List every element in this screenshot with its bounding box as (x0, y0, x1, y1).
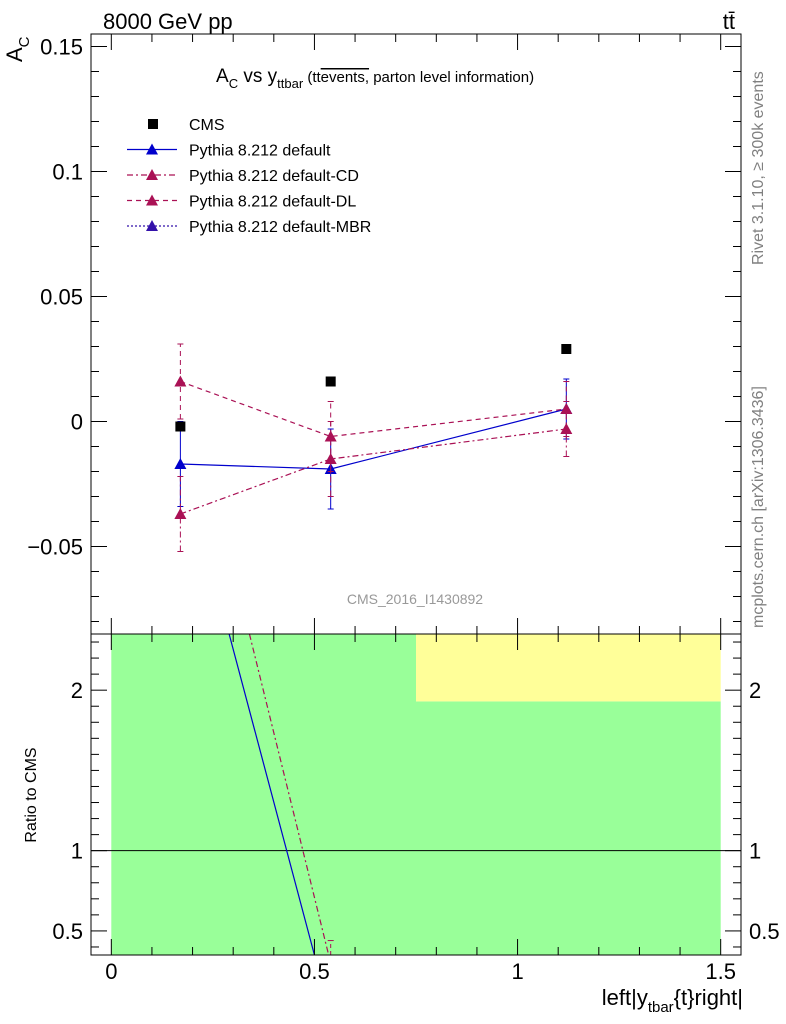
energy-label: 8000 GeV pp (103, 9, 233, 34)
main-y-label-text: A (2, 47, 27, 62)
cms-layer (175, 344, 572, 432)
ratio-x-axis: 0 0.5 1 1.5 (105, 634, 736, 984)
ratio-ytick-label-right: 0.5 (749, 919, 780, 944)
title-paren-open: (tt (303, 69, 321, 86)
legend-marker (146, 194, 158, 206)
series-point (174, 508, 187, 519)
main-y-label-sub: C (16, 36, 33, 47)
legend-item: CMS (148, 117, 225, 134)
legend: CMS Pythia 8.212 default Pythia 8.212 defa… (127, 117, 371, 236)
legend-marker (146, 143, 158, 155)
plot-title: AC vs yttbar (ttevents, parton level inf… (216, 66, 534, 91)
ratio-band (416, 701, 721, 955)
process-label: tt̄ (723, 9, 735, 34)
title-main-sub: C (229, 76, 238, 91)
main-ytick-label: 0 (71, 410, 83, 435)
ratio-xtick-label: 0 (105, 959, 117, 984)
cms-point (561, 344, 572, 354)
main-y-label: AC (2, 36, 33, 62)
legend-label: Pythia 8.212 default (189, 143, 331, 160)
ratio-ytick-label: 0.5 (52, 919, 83, 944)
legend-label: CMS (189, 117, 225, 134)
ratio-band (416, 634, 721, 702)
main-ytick-label: 0.1 (52, 160, 83, 185)
main-x-ticks (110, 34, 722, 634)
main-ytick-label: 0.05 (40, 285, 83, 310)
title-main: A (216, 66, 229, 87)
ratio-ytick-label: 1 (71, 839, 83, 864)
main-ytick-label: −0.05 (27, 535, 83, 560)
x-label-rest: {t}right| (674, 985, 743, 1010)
series-point (174, 458, 187, 469)
series-layer (174, 343, 573, 552)
legend-item: Pythia 8.212 default-CD (127, 168, 359, 185)
ratio-line (228, 633, 316, 956)
title-paren-over: events, (321, 69, 369, 86)
legend-marker (146, 220, 158, 231)
ratio-bands (91, 634, 741, 955)
x-label-text: left|y (602, 985, 648, 1010)
legend-item: Pythia 8.212 default (127, 143, 331, 160)
ratio-xtick-label: 1 (511, 959, 523, 984)
legend-marker (146, 169, 158, 180)
ratio-frame (90, 633, 742, 956)
mcplots-label: mcplots.cern.ch [arXiv:1306.3436] (750, 386, 767, 628)
title-vs: vs y (238, 66, 278, 87)
legend-label: Pythia 8.212 default-DL (189, 194, 356, 211)
x-label-sub: tbar (648, 999, 674, 1016)
analysis-watermark: CMS_2016_I1430892 (347, 591, 483, 607)
series-line (180, 428, 567, 515)
series-line (180, 380, 567, 438)
ratio-ytick-label: 2 (71, 678, 83, 703)
title-paren-rest: parton level information) (369, 69, 534, 86)
ratio-y-axis: 0.5 0.5 1 1 2 2 (52, 641, 780, 948)
rivet-label: Rivet 3.1.10, ≥ 300k events (750, 71, 767, 265)
legend-marker (148, 119, 158, 129)
cms-point (175, 421, 186, 432)
legend-label: Pythia 8.212 default-MBR (189, 219, 371, 236)
series (174, 401, 573, 552)
x-axis-label: left|ytbar{t}right| (602, 985, 743, 1016)
series-line (180, 408, 567, 470)
cms-point (325, 376, 336, 387)
series (174, 343, 573, 472)
title-vs-sub: ttbar (277, 76, 304, 91)
series-point (324, 430, 337, 442)
ratio-panel: 0.5 0.5 1 1 2 2 0 0.5 1 1.5 Ratio to CMS left|yt… (23, 633, 780, 1016)
main-ytick-label: 0.15 (40, 35, 83, 60)
ratio-line (248, 633, 330, 956)
legend-item: Pythia 8.212 default-DL (127, 194, 356, 211)
ratio-y-label: Ratio to CMS (23, 747, 40, 842)
series-point (560, 403, 573, 414)
main-y-axis: −0.05 0 0.05 0.1 0.15 (27, 35, 741, 622)
ratio-lines (228, 633, 334, 956)
ratio-band (111, 634, 416, 955)
series-point (174, 375, 187, 387)
ratio-ytick-label-right: 2 (749, 678, 761, 703)
legend-label: Pythia 8.212 default-CD (189, 168, 359, 185)
series-point (560, 423, 573, 434)
legend-item: Pythia 8.212 default-MBR (127, 219, 371, 236)
ratio-xtick-label: 1.5 (705, 959, 736, 984)
ratio-xtick-label: 0.5 (299, 959, 330, 984)
ratio-ytick-label-right: 1 (749, 839, 761, 864)
series (174, 378, 573, 510)
